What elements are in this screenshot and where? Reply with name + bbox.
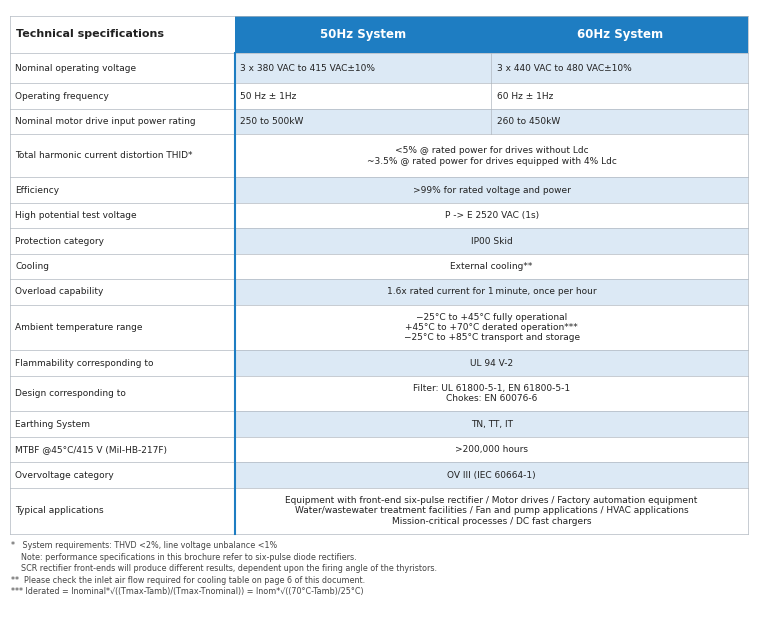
Text: TN, TT, IT: TN, TT, IT (471, 420, 512, 429)
Bar (235, 228, 748, 254)
Bar (10, 16, 235, 53)
Text: *** Iderated = Inominal*√((Tmax-Tamb)/(Tmax-Tnominal)) = Inom*√((70°C-Tamb)/25°C: *** Iderated = Inominal*√((Tmax-Tamb)/(T… (11, 587, 364, 596)
Bar (235, 376, 748, 411)
Text: Cooling: Cooling (15, 262, 49, 271)
Bar (235, 411, 748, 437)
Text: P -> E 2520 VAC (1s): P -> E 2520 VAC (1s) (444, 211, 539, 220)
Bar (235, 203, 748, 228)
Bar (10, 305, 235, 350)
Bar (10, 488, 235, 534)
Text: Technical specifications: Technical specifications (16, 29, 164, 39)
Text: Protection category: Protection category (15, 237, 104, 245)
Bar (235, 488, 748, 534)
Bar (491, 53, 748, 83)
Text: Earthing System: Earthing System (15, 420, 90, 429)
Text: >200,000 hours: >200,000 hours (455, 445, 528, 454)
Bar (235, 109, 491, 134)
Bar (235, 462, 748, 488)
Text: Ambient temperature range: Ambient temperature range (15, 323, 143, 332)
Bar (10, 177, 235, 203)
Text: Nominal operating voltage: Nominal operating voltage (15, 64, 136, 73)
Text: −25°C to +45°C fully operational
+45°C to +70°C derated operation***
−25°C to +8: −25°C to +45°C fully operational +45°C t… (403, 313, 580, 342)
Bar (235, 177, 748, 203)
Bar (235, 53, 491, 83)
Text: Typical applications: Typical applications (15, 506, 104, 515)
Bar (235, 350, 748, 376)
Bar (235, 83, 491, 109)
Bar (10, 411, 235, 437)
Bar (491, 16, 748, 53)
Bar (235, 305, 748, 350)
Bar (10, 437, 235, 462)
Text: SCR rectifier front-ends will produce different results, dependent upon the firi: SCR rectifier front-ends will produce di… (11, 564, 437, 573)
Text: OV III (IEC 60664-1): OV III (IEC 60664-1) (447, 471, 536, 480)
Text: External cooling**: External cooling** (450, 262, 533, 271)
Bar (10, 83, 235, 109)
Text: Filter: UL 61800-5-1, EN 61800-5-1
Chokes: EN 60076-6: Filter: UL 61800-5-1, EN 61800-5-1 Choke… (413, 384, 570, 403)
Text: 1.6x rated current for 1 minute, once per hour: 1.6x rated current for 1 minute, once pe… (387, 287, 597, 296)
Bar (10, 350, 235, 376)
Bar (10, 462, 235, 488)
Text: 3 x 440 VAC to 480 VAC±10%: 3 x 440 VAC to 480 VAC±10% (496, 64, 631, 73)
Bar (10, 203, 235, 228)
Bar (10, 109, 235, 134)
Bar (235, 16, 491, 53)
Bar (235, 134, 748, 177)
Text: 50Hz System: 50Hz System (320, 28, 406, 41)
Text: Flammability corresponding to: Flammability corresponding to (15, 359, 154, 368)
Bar (10, 134, 235, 177)
Bar (10, 228, 235, 254)
Bar (235, 437, 748, 462)
Text: <5% @ rated power for drives without Ldc
~3.5% @ rated power for drives equipped: <5% @ rated power for drives without Ldc… (367, 146, 616, 165)
Text: Design corresponding to: Design corresponding to (15, 389, 126, 398)
Text: Operating frequency: Operating frequency (15, 92, 109, 100)
Text: 250 to 500kW: 250 to 500kW (240, 117, 304, 126)
Bar (10, 254, 235, 279)
Bar (10, 53, 235, 83)
Text: Equipment with front-end six-pulse rectifier / Motor drives / Factory automation: Equipment with front-end six-pulse recti… (286, 496, 698, 525)
Text: Efficiency: Efficiency (15, 186, 59, 195)
Bar (491, 109, 748, 134)
Bar (235, 279, 748, 305)
Text: 3 x 380 VAC to 415 VAC±10%: 3 x 380 VAC to 415 VAC±10% (240, 64, 375, 73)
Text: Total harmonic current distortion THID*: Total harmonic current distortion THID* (15, 151, 193, 160)
Text: 60Hz System: 60Hz System (577, 28, 662, 41)
Bar (10, 279, 235, 305)
Text: **  Please check the inlet air flow required for cooling table on page 6 of this: ** Please check the inlet air flow requi… (11, 576, 365, 584)
Text: UL 94 V-2: UL 94 V-2 (470, 359, 513, 368)
Text: MTBF @45°C/415 V (Mil-HB-217F): MTBF @45°C/415 V (Mil-HB-217F) (15, 445, 168, 454)
Text: *   System requirements: THVD <2%, line voltage unbalance <1%: * System requirements: THVD <2%, line vo… (11, 541, 277, 550)
Text: IP00 Skid: IP00 Skid (471, 237, 512, 245)
Text: Overload capability: Overload capability (15, 287, 104, 296)
Text: Overvoltage category: Overvoltage category (15, 471, 114, 480)
Text: 260 to 450kW: 260 to 450kW (496, 117, 559, 126)
Text: >99% for rated voltage and power: >99% for rated voltage and power (412, 186, 571, 195)
Bar (10, 376, 235, 411)
Text: Note: performance specifications in this brochure refer to six-pulse diode recti: Note: performance specifications in this… (11, 553, 357, 562)
Text: 60 Hz ± 1Hz: 60 Hz ± 1Hz (496, 92, 553, 100)
Text: High potential test voltage: High potential test voltage (15, 211, 136, 220)
Bar (235, 254, 748, 279)
Bar (491, 83, 748, 109)
Text: Nominal motor drive input power rating: Nominal motor drive input power rating (15, 117, 196, 126)
Text: 50 Hz ± 1Hz: 50 Hz ± 1Hz (240, 92, 296, 100)
